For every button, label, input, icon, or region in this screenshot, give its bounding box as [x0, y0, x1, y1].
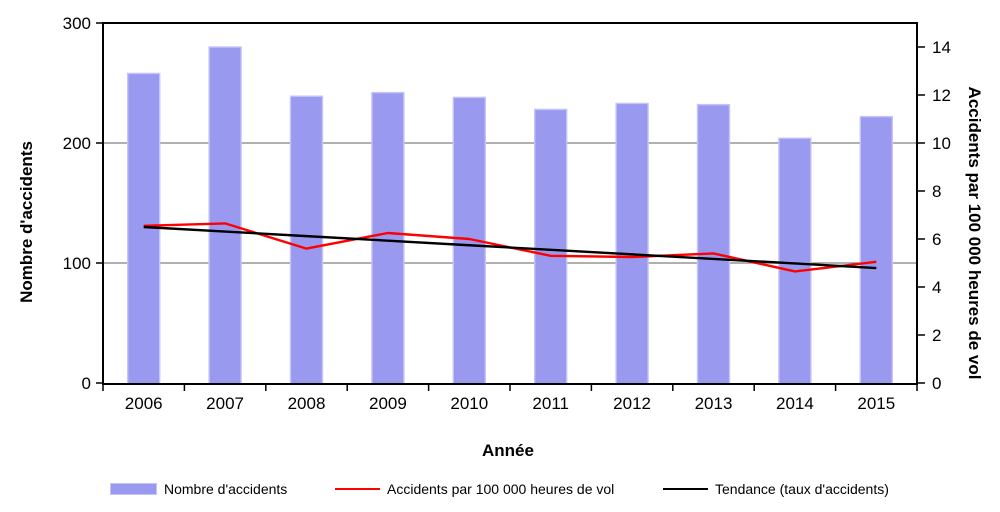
- svg-text:12: 12: [932, 86, 951, 105]
- svg-text:10: 10: [932, 134, 951, 153]
- svg-text:2008: 2008: [288, 394, 326, 413]
- bar-swatch-icon: [110, 483, 157, 495]
- svg-text:2006: 2006: [125, 394, 163, 413]
- svg-text:300: 300: [63, 14, 91, 33]
- right-axis-title: Accidents par 100 000 heures de vol: [965, 86, 984, 380]
- legend-item-bars: Nombre d'accidents: [110, 478, 287, 500]
- legend-item-rate-line: Accidents par 100 000 heures de vol: [335, 478, 614, 500]
- black-line-swatch-icon: [663, 488, 708, 490]
- legend-label-bars: Nombre d'accidents: [164, 481, 288, 497]
- svg-text:2011: 2011: [532, 394, 569, 413]
- svg-text:2: 2: [932, 326, 941, 345]
- svg-text:2012: 2012: [613, 394, 651, 413]
- svg-text:2015: 2015: [857, 394, 895, 413]
- svg-text:6: 6: [932, 230, 941, 249]
- left-axis-title: Nombre d'accidents: [17, 141, 36, 303]
- svg-text:2009: 2009: [369, 394, 407, 413]
- svg-text:2010: 2010: [450, 394, 488, 413]
- svg-text:2007: 2007: [206, 394, 244, 413]
- svg-text:8: 8: [932, 182, 941, 201]
- legend-label-rate-line: Accidents par 100 000 heures de vol: [387, 481, 615, 497]
- svg-text:100: 100: [63, 254, 91, 273]
- svg-text:4: 4: [932, 278, 941, 297]
- legend: Nombre d'accidents Accidents par 100 000…: [0, 478, 1000, 500]
- legend-label-trend-line: Tendance (taux d'accidents): [715, 481, 889, 497]
- svg-text:14: 14: [932, 38, 951, 57]
- svg-text:0: 0: [932, 374, 941, 393]
- red-line-swatch-icon: [335, 488, 380, 490]
- svg-text:200: 200: [63, 134, 91, 153]
- legend-item-trend-line: Tendance (taux d'accidents): [663, 478, 889, 500]
- x-axis-title: Année: [482, 441, 534, 460]
- svg-text:2014: 2014: [776, 394, 814, 413]
- svg-text:2013: 2013: [695, 394, 733, 413]
- svg-text:0: 0: [82, 374, 91, 393]
